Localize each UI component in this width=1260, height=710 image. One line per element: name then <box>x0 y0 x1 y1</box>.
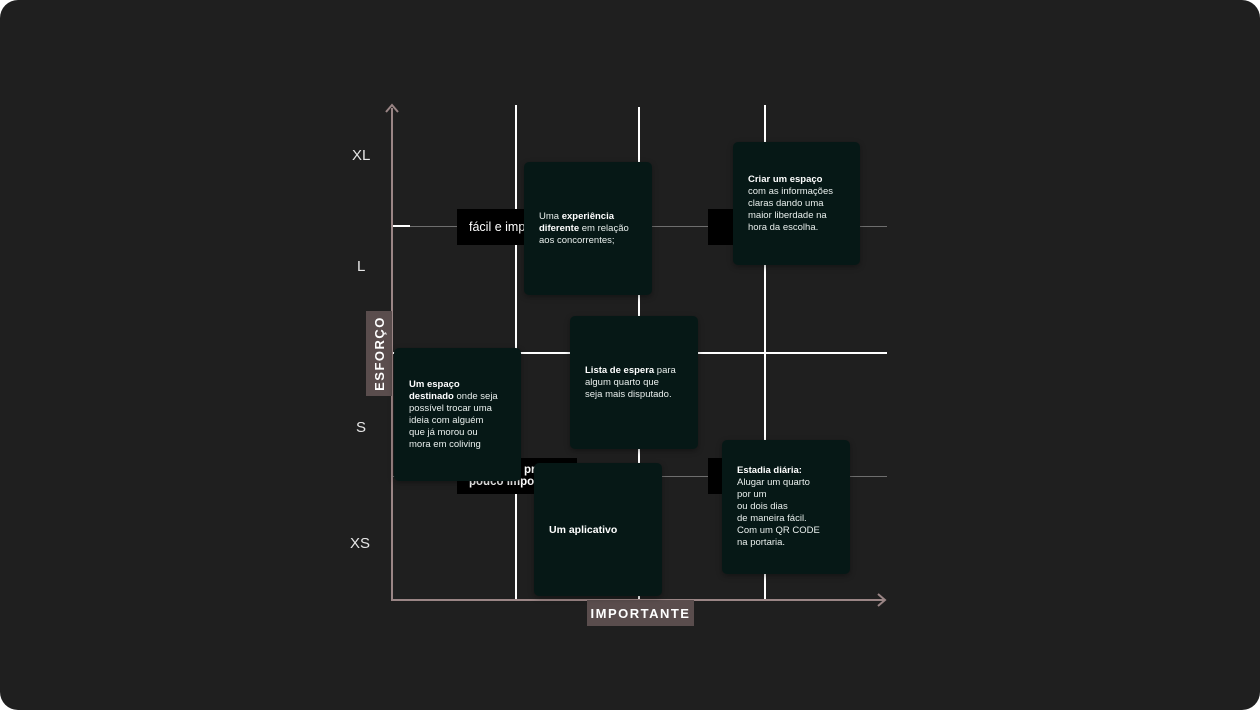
card-criar-title: Criar um espaço <box>748 174 823 185</box>
grid-line-vertical-3 <box>764 105 766 600</box>
card-lista-espera[interactable]: Lista de espera para algum quarto que se… <box>570 316 698 449</box>
card-lista-line: seja mais disputado. <box>585 388 672 400</box>
card-experiencia-line3: aos concorrentes; <box>539 234 615 246</box>
card-estadia-line: ou dois dias <box>737 501 788 512</box>
card-espaco-line: que já morou ou <box>409 426 478 438</box>
card-estadia-line: por um <box>737 489 767 500</box>
card-estadia-diaria[interactable]: Estadia diária: Alugar um quarto por um … <box>722 440 850 574</box>
card-espaco-title: Um espaço <box>409 378 460 390</box>
y-axis-line <box>391 108 393 601</box>
y-axis-title: ESFORÇO <box>366 311 392 396</box>
card-espaco-destinado[interactable]: Um espaço destinado onde seja possível t… <box>394 348 521 481</box>
card-estadia-line: Com um QR CODE <box>737 525 820 536</box>
card-espaco-line2: destinado onde seja <box>409 390 498 402</box>
card-espaco-line: possível trocar uma <box>409 402 492 414</box>
card-lista-line1: Lista de espera para <box>585 364 676 376</box>
card-estadia-title: Estadia diária: <box>737 465 802 476</box>
card-lista-line: algum quarto que <box>585 376 659 388</box>
card-espaco-line: ideia com alguém <box>409 414 484 426</box>
card-criar-line: hora da escolha. <box>748 222 819 233</box>
card-criar-line: com as informações <box>748 186 834 197</box>
y-axis-title-text: ESFORÇO <box>371 316 387 391</box>
y-tick-s: S <box>356 419 367 436</box>
card-aplicativo[interactable]: Um aplicativo <box>534 463 662 596</box>
card-experiencia-diferente[interactable]: Uma experiência diferente em relação aos… <box>524 162 652 295</box>
card-espaco-line: mora em coliving <box>409 438 481 450</box>
x-axis-arrowhead <box>877 593 887 607</box>
card-estadia-line: de maneira fácil. <box>737 513 807 524</box>
card-criar-espaco[interactable]: Criar um espaço com as informações clara… <box>733 142 860 265</box>
y-axis-arrowhead <box>385 103 399 113</box>
card-criar-line: claras dando uma <box>748 198 824 209</box>
x-axis-title: IMPORTANTE <box>587 600 694 626</box>
y-tick-xl: XL <box>352 147 371 164</box>
card-experiencia-line2: diferente em relação <box>539 222 629 234</box>
y-tick-xs: XS <box>350 535 371 552</box>
y-tick-l: L <box>357 258 366 275</box>
card-estadia-line: Alugar um quarto <box>737 477 810 488</box>
grid-line-top-stub <box>392 225 410 227</box>
card-criar-line: maior liberdade na <box>748 210 827 221</box>
card-estadia-line: na portaria. <box>737 537 786 548</box>
card-aplicativo-title: Um aplicativo <box>549 523 618 536</box>
card-experiencia-line1: Uma experiência <box>539 210 614 222</box>
